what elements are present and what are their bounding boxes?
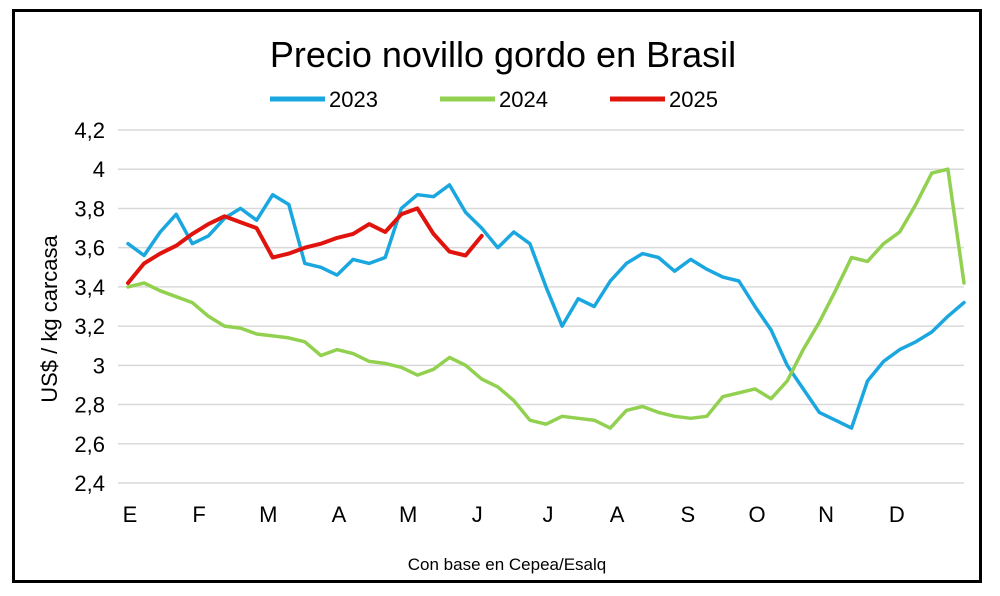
chart-frame: Precio novillo gordo en Brasil 2023 2024… bbox=[12, 9, 982, 583]
y-tick-label: 4,2 bbox=[74, 118, 105, 143]
gridlines bbox=[118, 129, 964, 484]
x-tick-label: M bbox=[399, 502, 417, 527]
series-lines bbox=[126, 167, 966, 430]
x-tick-label: A bbox=[332, 502, 347, 527]
x-tick-label: N bbox=[818, 502, 834, 527]
x-tick-label: O bbox=[748, 502, 765, 527]
y-axis-title: US$ / kg carcasa bbox=[37, 234, 62, 402]
legend-label-2024: 2024 bbox=[499, 87, 548, 112]
source-note: Con base en Cepea/Esalq bbox=[408, 555, 606, 574]
y-tick-label: 2,8 bbox=[74, 393, 105, 418]
x-tick-label: M bbox=[259, 502, 277, 527]
x-tick-label: A bbox=[610, 502, 625, 527]
y-tick-label: 2,6 bbox=[74, 432, 105, 457]
x-tick-label: F bbox=[192, 502, 205, 527]
x-tick-label: D bbox=[889, 502, 905, 527]
y-axis-ticks: 2,4 2,6 2,8 3 3,2 3,4 3,6 3,8 4 4,2 bbox=[74, 118, 105, 496]
legend: 2023 2024 2025 bbox=[270, 87, 718, 112]
y-tick-label: 3,8 bbox=[74, 196, 105, 221]
y-tick-label: 3,2 bbox=[74, 314, 105, 339]
chart-title: Precio novillo gordo en Brasil bbox=[270, 34, 736, 75]
y-tick-label: 3 bbox=[93, 353, 105, 378]
legend-label-2025: 2025 bbox=[669, 87, 718, 112]
chart-svg: Precio novillo gordo en Brasil 2023 2024… bbox=[37, 34, 966, 574]
y-tick-label: 3,6 bbox=[74, 236, 105, 261]
series-line-2024 bbox=[126, 167, 966, 430]
x-tick-label: S bbox=[681, 502, 696, 527]
legend-label-2023: 2023 bbox=[329, 87, 378, 112]
series-line-2025 bbox=[126, 206, 484, 285]
series-line-2023 bbox=[126, 183, 966, 430]
y-tick-label: 2,4 bbox=[74, 471, 105, 496]
x-tick-label: E bbox=[123, 502, 138, 527]
y-tick-label: 4 bbox=[93, 157, 105, 182]
x-tick-label: J bbox=[543, 502, 554, 527]
x-tick-label: J bbox=[472, 502, 483, 527]
y-tick-label: 3,4 bbox=[74, 275, 105, 300]
